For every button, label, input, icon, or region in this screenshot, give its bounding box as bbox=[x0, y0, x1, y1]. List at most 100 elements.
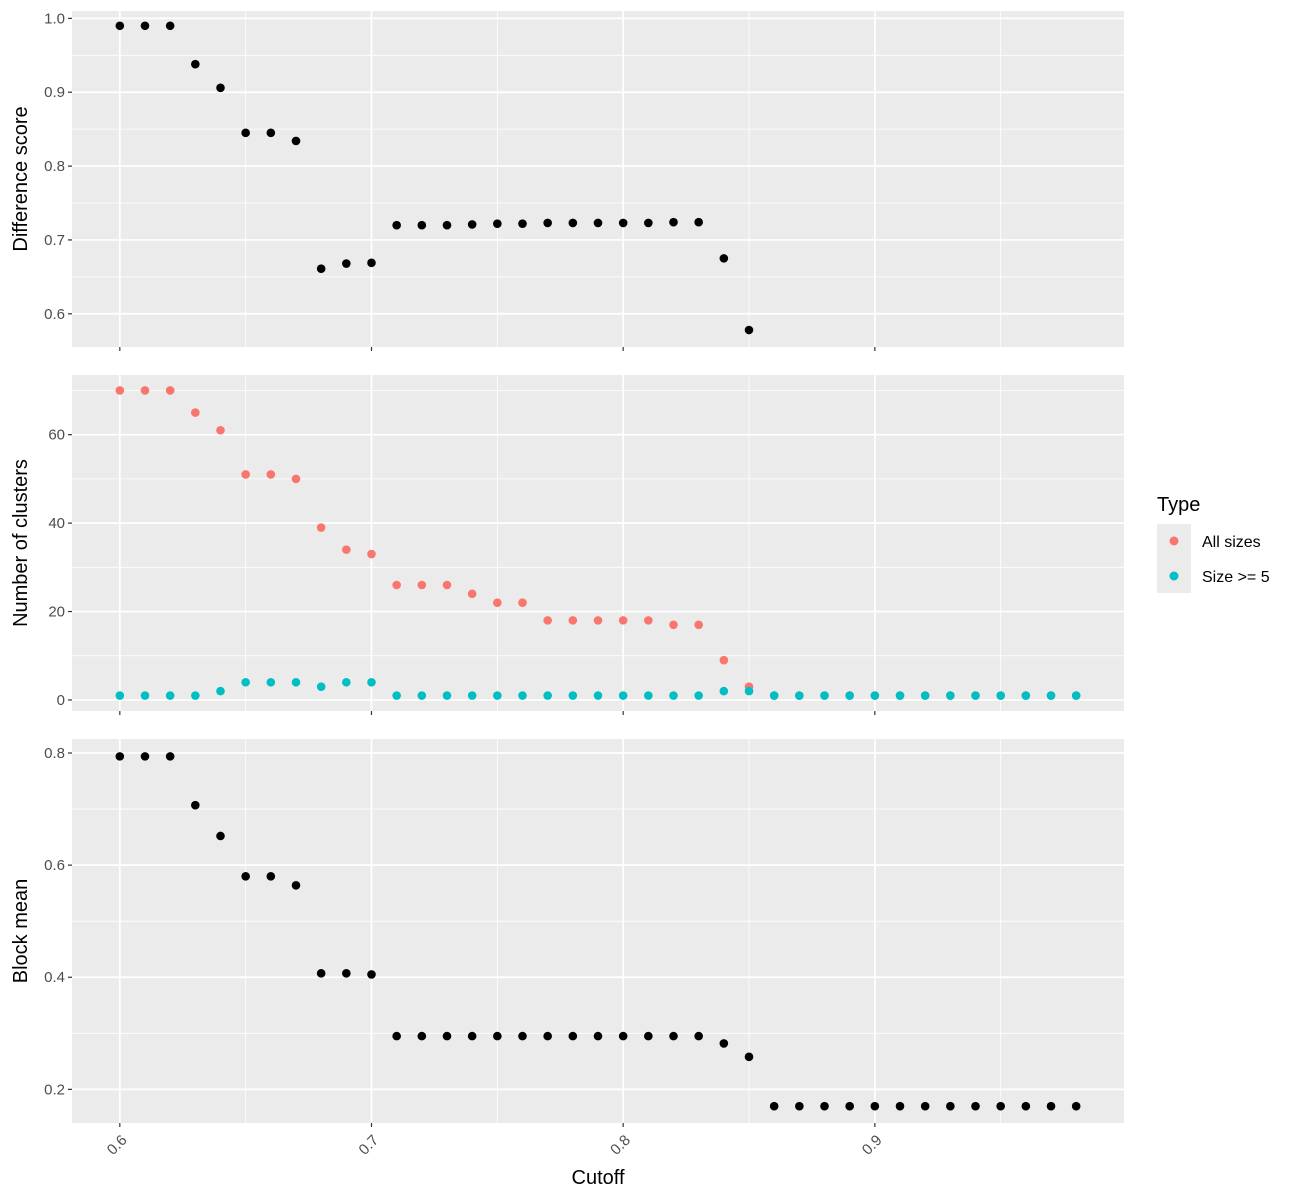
panel-background bbox=[72, 11, 1124, 347]
data-point bbox=[417, 580, 427, 590]
data-point bbox=[216, 686, 225, 696]
data-point bbox=[191, 691, 200, 700]
data-point bbox=[442, 220, 452, 230]
data-point bbox=[291, 474, 301, 484]
data-point bbox=[191, 59, 200, 69]
data-point bbox=[644, 1031, 653, 1041]
data-point bbox=[920, 1101, 930, 1111]
data-point bbox=[115, 21, 125, 31]
data-point bbox=[467, 220, 477, 229]
data-point bbox=[367, 677, 376, 687]
data-point bbox=[140, 21, 150, 31]
data-point bbox=[996, 691, 1005, 700]
data-point bbox=[342, 545, 351, 554]
data-point bbox=[266, 470, 276, 479]
data-point bbox=[241, 872, 250, 881]
data-point bbox=[845, 1101, 854, 1111]
x-tick-label: 0.7 bbox=[356, 1132, 383, 1159]
data-point bbox=[543, 616, 552, 625]
data-point bbox=[845, 691, 854, 700]
panel-2: 0 20 40 60 Number of clusters bbox=[10, 375, 1124, 715]
data-point bbox=[1071, 1101, 1081, 1111]
data-point bbox=[744, 1052, 754, 1062]
y-axis-title: Difference score bbox=[10, 106, 32, 251]
data-point bbox=[518, 219, 527, 228]
data-point bbox=[291, 677, 301, 687]
panels-layer: 0.6 0.7 0.8 0.9 1.0 Difference score 0 20 40 60 Nu… bbox=[10, 10, 1124, 1159]
series-difference-score bbox=[115, 21, 754, 335]
data-point bbox=[342, 677, 351, 687]
data-point bbox=[769, 1101, 779, 1111]
data-point bbox=[165, 691, 175, 700]
y-tick-label: 40 bbox=[48, 515, 65, 532]
data-point bbox=[820, 691, 829, 700]
data-point bbox=[291, 881, 301, 890]
data-point bbox=[568, 616, 578, 625]
data-point bbox=[165, 386, 175, 395]
data-point bbox=[618, 691, 628, 700]
data-point bbox=[719, 655, 729, 665]
data-point bbox=[417, 1031, 427, 1041]
data-point bbox=[719, 686, 729, 696]
data-point bbox=[493, 219, 502, 228]
data-point bbox=[442, 580, 452, 590]
data-point bbox=[266, 128, 276, 138]
y-tick-label: 0.6 bbox=[44, 857, 65, 874]
data-point bbox=[518, 691, 527, 700]
data-point bbox=[870, 1101, 880, 1111]
data-point bbox=[669, 620, 678, 630]
data-point bbox=[115, 386, 125, 395]
data-point bbox=[694, 1031, 703, 1041]
data-point bbox=[140, 386, 150, 395]
data-point bbox=[392, 1031, 401, 1041]
data-point bbox=[618, 1031, 628, 1041]
series-block-mean bbox=[115, 752, 1081, 1111]
data-point bbox=[241, 470, 250, 479]
data-point bbox=[618, 616, 628, 625]
data-point bbox=[895, 1101, 905, 1111]
data-point bbox=[946, 1101, 955, 1111]
data-point bbox=[694, 691, 703, 700]
data-point bbox=[870, 691, 880, 700]
y-tick-label: 0.8 bbox=[44, 745, 65, 762]
data-point bbox=[568, 1031, 578, 1041]
legend-key-all-sizes bbox=[1169, 536, 1179, 546]
y-axis-title: Number of clusters bbox=[10, 459, 32, 627]
x-tick-label: 0.6 bbox=[104, 1132, 131, 1159]
data-point bbox=[694, 620, 703, 630]
y-tick-label: 0 bbox=[57, 692, 65, 709]
data-point bbox=[493, 598, 502, 607]
data-point bbox=[920, 691, 930, 700]
data-point bbox=[467, 691, 477, 700]
data-point bbox=[568, 691, 578, 700]
y-tick-label: 0.9 bbox=[44, 84, 65, 101]
data-point bbox=[795, 1101, 804, 1111]
data-point bbox=[820, 1101, 829, 1111]
data-point bbox=[694, 217, 703, 227]
data-point bbox=[467, 1031, 477, 1041]
data-point bbox=[618, 218, 628, 228]
data-point bbox=[971, 1101, 980, 1111]
data-point bbox=[216, 831, 225, 841]
data-point bbox=[140, 691, 150, 700]
data-point bbox=[417, 691, 427, 700]
data-point bbox=[316, 523, 326, 532]
y-tick-label: 0.7 bbox=[44, 232, 65, 249]
y-tick-label: 0.4 bbox=[44, 969, 65, 986]
data-point bbox=[644, 218, 653, 228]
legend-key-size-ge-5 bbox=[1169, 571, 1179, 581]
panel-3: 0.2 0.4 0.6 0.8 0.6 0.7 0.8 0.9 Block mean bbox=[10, 739, 1124, 1159]
data-point bbox=[316, 264, 326, 274]
data-point bbox=[291, 136, 301, 146]
data-point bbox=[543, 691, 552, 700]
data-point bbox=[442, 691, 452, 700]
data-point bbox=[165, 752, 175, 761]
data-point bbox=[241, 128, 250, 138]
data-point bbox=[543, 218, 552, 228]
y-tick-label: 20 bbox=[48, 604, 65, 621]
data-point bbox=[216, 425, 225, 435]
data-point bbox=[744, 686, 754, 696]
data-point bbox=[1021, 1101, 1031, 1111]
data-point bbox=[593, 1031, 603, 1041]
